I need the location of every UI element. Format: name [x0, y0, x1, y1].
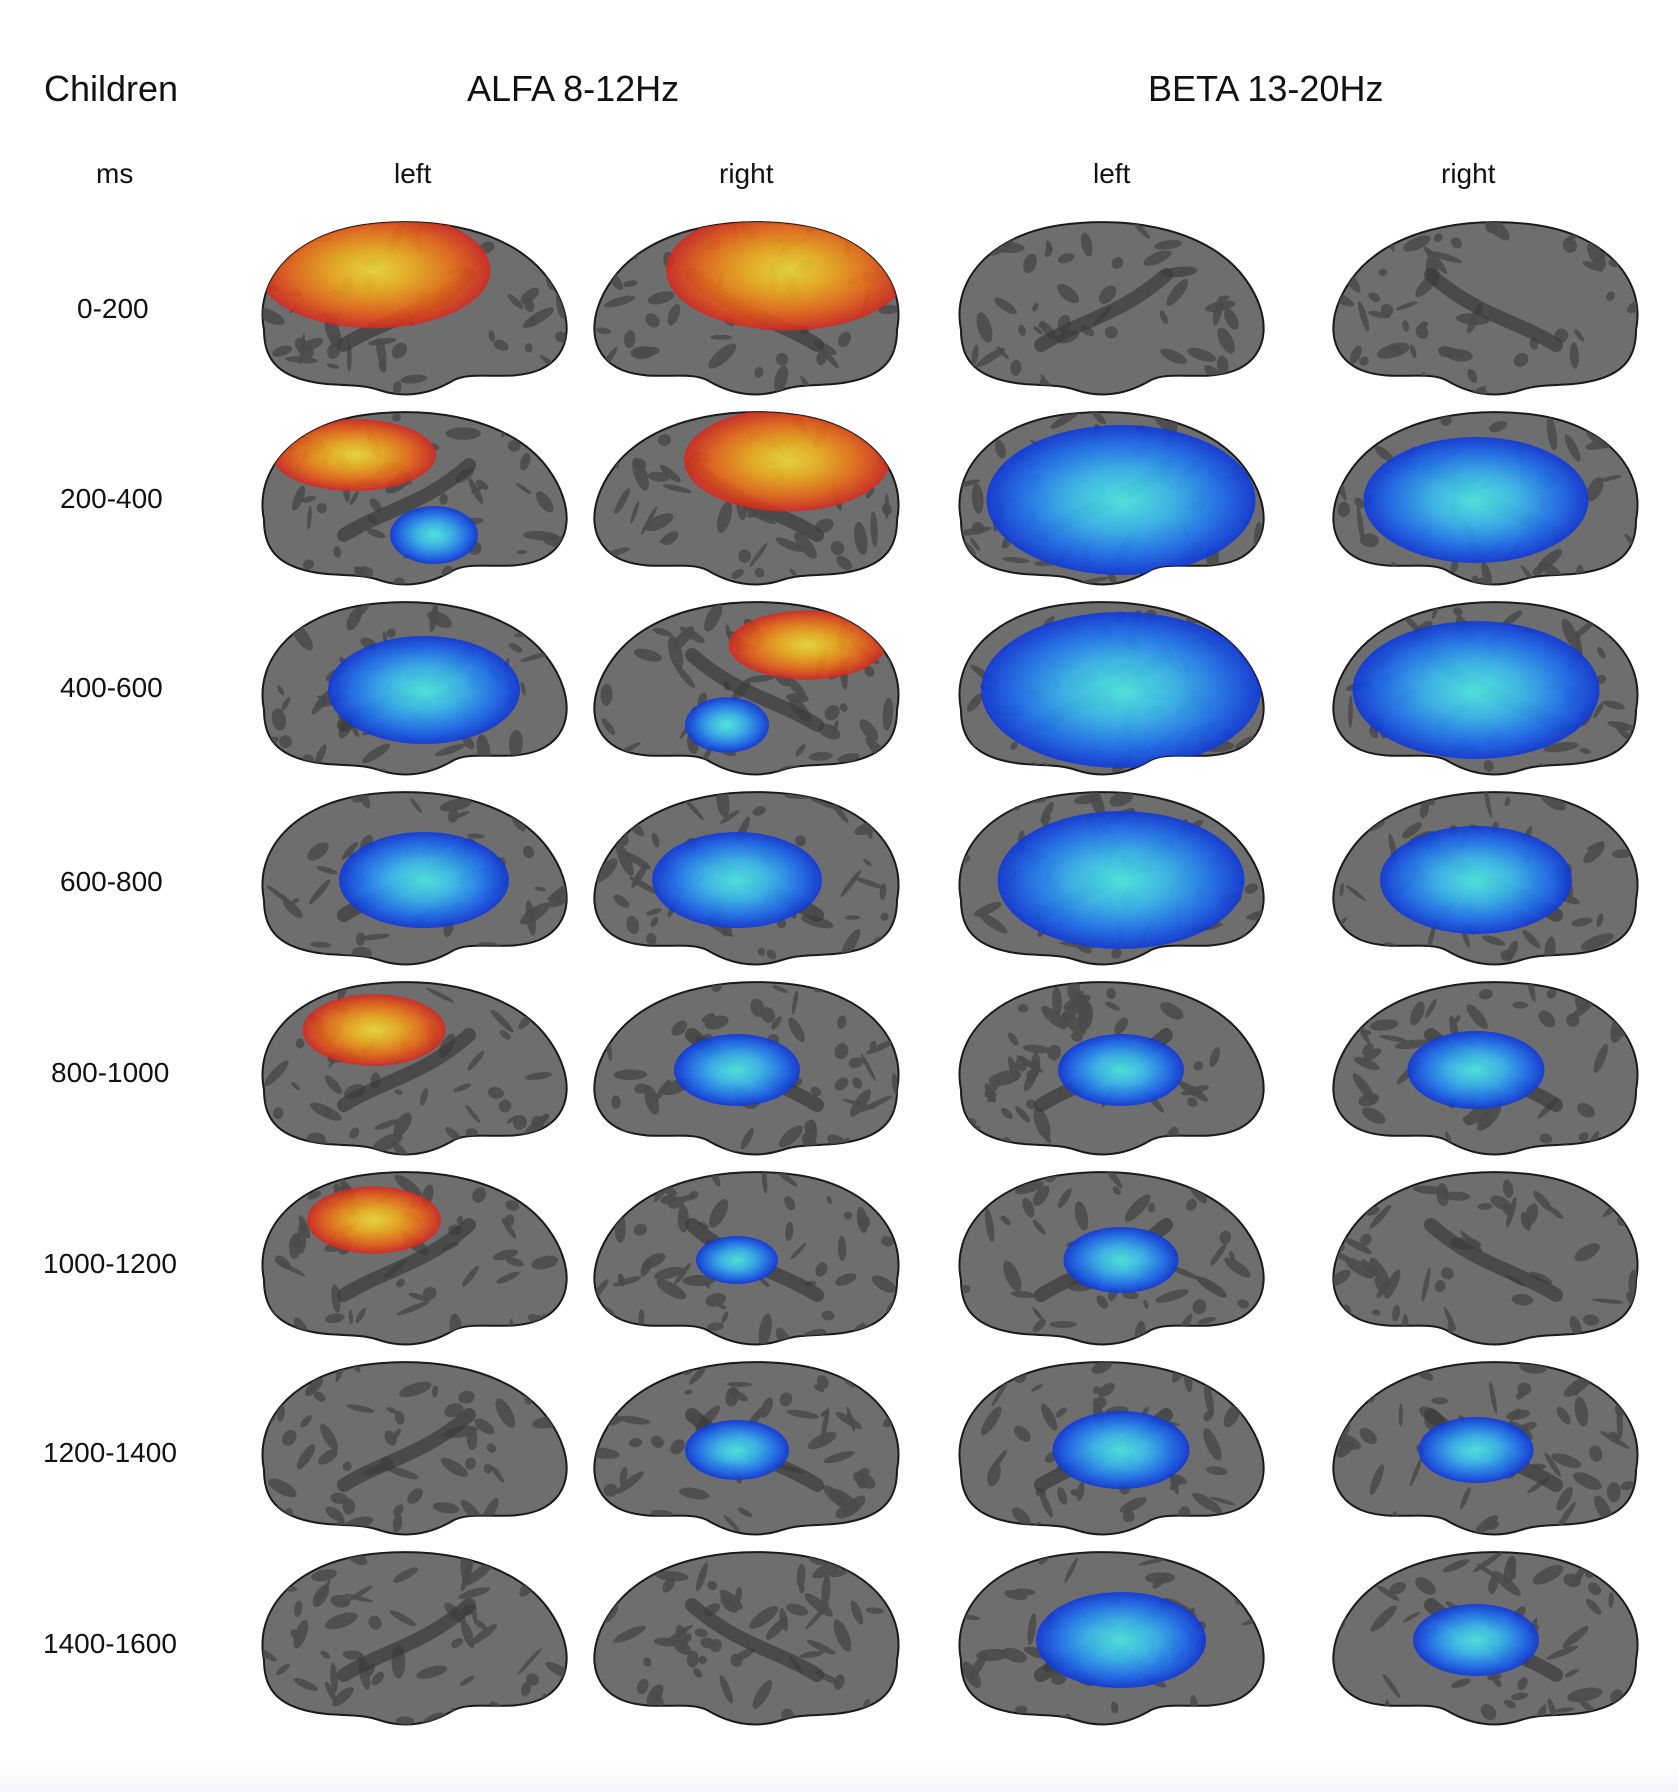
- brain-alfa-left-0-200: [261, 221, 568, 396]
- bottom-edge: [0, 1765, 1678, 1792]
- brain-alfa-right-200-400: [593, 411, 900, 586]
- row-label-2: 400-600: [60, 672, 163, 703]
- brain-beta-right-800-1000: [1332, 981, 1639, 1156]
- units-label: ms: [96, 158, 134, 189]
- row-label-7: 1400-1600: [43, 1628, 177, 1659]
- brain-beta-right-1000-1200: [1332, 1171, 1639, 1346]
- brain-beta-right-600-800: [1332, 791, 1639, 966]
- brain-beta-left-200-400: [958, 411, 1265, 586]
- brain-alfa-right-0-200: [593, 221, 900, 396]
- brain-beta-right-200-400: [1332, 411, 1639, 586]
- group-label: Children: [44, 68, 179, 109]
- brain-alfa-right-800-1000: [593, 981, 900, 1156]
- brain-alfa-left-1000-1200: [261, 1171, 568, 1346]
- row-label-6: 1200-1400: [43, 1437, 177, 1468]
- brain-beta-right-0-200: [1332, 221, 1639, 396]
- brain-alfa-left-200-400: [261, 411, 568, 586]
- brain-beta-left-1000-1200: [958, 1171, 1265, 1346]
- col-label-beta-left: left: [1093, 158, 1131, 189]
- brain-beta-left-1400-1600: [958, 1551, 1265, 1726]
- brain-alfa-left-1400-1600: [261, 1551, 568, 1726]
- row-label-5: 1000-1200: [43, 1248, 177, 1279]
- brain-alfa-right-1000-1200: [593, 1171, 900, 1346]
- brain-alfa-right-1400-1600: [593, 1551, 900, 1726]
- row-label-4: 800-1000: [51, 1057, 170, 1088]
- band-title-alfa: ALFA 8-12Hz: [467, 68, 680, 109]
- col-label-alfa-left: left: [394, 158, 432, 189]
- brain-alfa-right-600-800: [593, 791, 900, 966]
- brain-alfa-left-800-1000: [261, 981, 568, 1156]
- brain-beta-left-400-600: [958, 601, 1265, 776]
- col-label-beta-right: right: [1441, 158, 1496, 189]
- row-label-1: 200-400: [60, 483, 163, 514]
- col-label-alfa-right: right: [719, 158, 774, 189]
- brain-alfa-left-400-600: [261, 601, 568, 776]
- band-title-beta: BETA 13-20Hz: [1148, 68, 1384, 109]
- brain-beta-left-600-800: [958, 791, 1265, 966]
- brain-beta-right-1400-1600: [1332, 1551, 1639, 1726]
- brain-beta-left-800-1000: [958, 981, 1265, 1156]
- brain-beta-right-1200-1400: [1332, 1361, 1639, 1536]
- brain-alfa-left-600-800: [261, 791, 568, 966]
- row-label-0: 0-200: [77, 293, 149, 324]
- brain-beta-left-0-200: [958, 221, 1265, 396]
- brain-alfa-right-1200-1400: [593, 1361, 900, 1536]
- brain-alfa-right-400-600: [593, 601, 900, 776]
- row-label-3: 600-800: [60, 866, 163, 897]
- brain-beta-right-400-600: [1332, 601, 1639, 776]
- brain-alfa-left-1200-1400: [261, 1361, 568, 1536]
- brain-beta-left-1200-1400: [958, 1361, 1265, 1536]
